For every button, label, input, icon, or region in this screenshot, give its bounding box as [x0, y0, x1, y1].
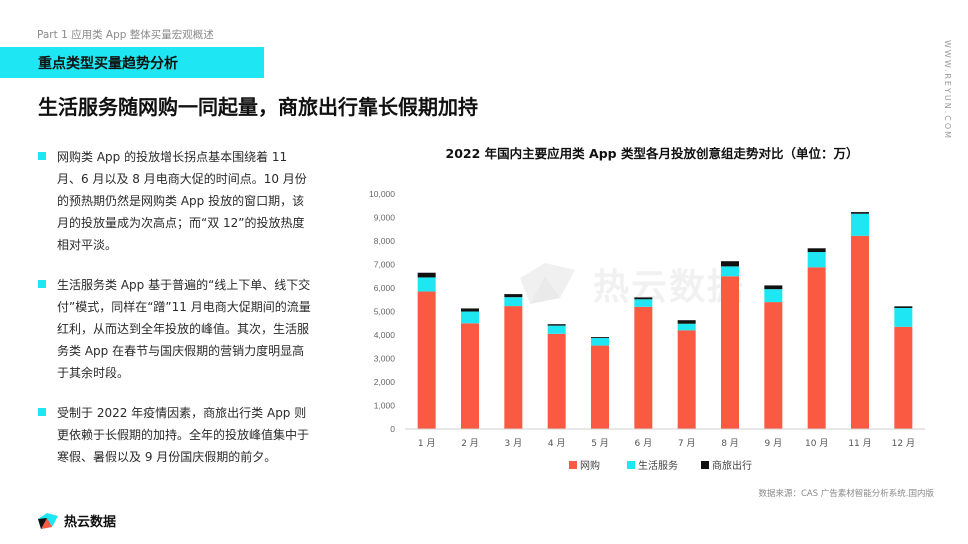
- bullet-text: 受制于 2022 年疫情因素，商旅出行类 App 则更依赖于长假期的加持。全年的…: [57, 406, 310, 464]
- bar-segment: [807, 252, 826, 268]
- bar-segment: [894, 307, 913, 327]
- bar-segment: [461, 323, 479, 429]
- bar-segment: [547, 333, 566, 429]
- x-tick-label: 9 月: [765, 438, 783, 449]
- bar-segment: [461, 308, 479, 312]
- bullet-item: 网购类 App 的投放增长拐点基本围绕着 11 月、6 月以及 8 月电商大促的…: [38, 146, 313, 256]
- bar-segment: [504, 306, 523, 429]
- bar-segment: [504, 294, 523, 298]
- x-tick-label: 11 月: [848, 438, 871, 449]
- bar-segment: [417, 291, 436, 429]
- bullet-square-icon: [38, 152, 46, 160]
- bar-segment: [807, 248, 826, 253]
- data-source: 数据来源：CAS 广告素材智能分析系统.国内版: [758, 489, 934, 499]
- legend-swatch: [701, 461, 709, 469]
- bar-segment: [894, 306, 913, 308]
- bullet-text: 生活服务类 App 基于普遍的“线上下单、线下交付”模式，同样在“蹭”11 月电…: [57, 278, 311, 380]
- bullet-square-icon: [38, 408, 46, 416]
- legend-label: 网购: [580, 459, 600, 472]
- bar-segment: [547, 324, 566, 326]
- x-tick-label: 6 月: [635, 438, 653, 449]
- bar-segment: [764, 289, 783, 303]
- y-tick-label: 4,000: [374, 330, 396, 340]
- bar-segment: [807, 267, 826, 429]
- y-tick-label: 0: [390, 424, 395, 434]
- x-tick-label: 12 月: [892, 438, 915, 449]
- legend-label: 商旅出行: [712, 459, 752, 472]
- bar-segment: [894, 326, 913, 429]
- y-tick-label: 2,000: [374, 377, 396, 387]
- stacked-bar-chart: 0 1,000 2,000 3,000 4,000 5,000 6,000 7,000 8,00…: [369, 189, 925, 472]
- page-headline: 生活服务随网购一同起量，商旅出行靠长假期加持: [38, 95, 478, 119]
- bullet-item: 生活服务类 App 基于普遍的“线上下单、线下交付”模式，同样在“蹭”11 月电…: [38, 274, 313, 384]
- bar-group: [417, 212, 913, 429]
- chart-legend: 网购 生活服务 商旅出行: [569, 459, 752, 472]
- bar-segment: [677, 323, 696, 331]
- bar-segment: [721, 266, 739, 277]
- bar-segment: [591, 345, 609, 429]
- y-tick-label: 10,000: [369, 189, 395, 199]
- side-url: WWW.REYUN.COM: [943, 40, 952, 141]
- chart-title: 2022 年国内主要应用类 App 类型各月投放创意组走势对比（单位：万）: [445, 146, 859, 161]
- bar-segment: [591, 338, 609, 346]
- part-label: Part 1 应用类 App 整体买量宏观概述: [37, 29, 214, 41]
- bar-segment: [634, 297, 653, 300]
- y-tick-label: 9,000: [374, 213, 396, 223]
- y-tick-label: 1,000: [374, 401, 396, 411]
- x-tick-label: 4 月: [548, 438, 566, 449]
- bar-segment: [547, 325, 566, 334]
- bar-segment: [721, 261, 739, 267]
- bar-segment: [634, 299, 653, 307]
- bar-segment: [764, 302, 783, 429]
- bullet-item: 受制于 2022 年疫情因素，商旅出行类 App 则更依赖于长假期的加持。全年的…: [38, 402, 313, 468]
- section-title: 重点类型买量趋势分析: [38, 56, 178, 72]
- bullet-text: 网购类 App 的投放增长拐点基本围绕着 11 月、6 月以及 8 月电商大促的…: [57, 150, 307, 252]
- legend-swatch: [569, 461, 577, 469]
- y-tick-label: 6,000: [374, 283, 396, 293]
- x-tick-label: 2 月: [461, 438, 479, 449]
- legend-label: 生活服务: [638, 459, 678, 472]
- x-tick-label: 3 月: [505, 438, 523, 449]
- bullet-square-icon: [38, 280, 46, 288]
- x-tick-label: 10 月: [805, 438, 828, 449]
- bar-segment: [634, 306, 653, 429]
- bar-segment: [417, 272, 436, 278]
- brand-logo: 热云数据: [37, 511, 116, 530]
- bar-segment: [721, 276, 739, 429]
- y-tick-label: 5,000: [374, 307, 396, 317]
- y-tick-label: 7,000: [374, 260, 396, 270]
- x-tick-label: 7 月: [678, 438, 696, 449]
- x-tick-label: 1 月: [418, 438, 436, 449]
- legend-swatch: [627, 461, 635, 469]
- section-bar: [0, 47, 264, 78]
- bar-segment: [417, 277, 436, 292]
- bullet-list: 网购类 App 的投放增长拐点基本围绕着 11 月、6 月以及 8 月电商大促的…: [38, 146, 313, 486]
- bar-segment: [677, 330, 696, 429]
- brand-logo-icon: [38, 512, 58, 529]
- y-axis: 0 1,000 2,000 3,000 4,000 5,000 6,000 7,000 8,00…: [369, 189, 395, 434]
- x-tick-label: 5 月: [591, 438, 609, 449]
- bar-segment: [461, 311, 479, 324]
- bar-segment: [851, 235, 869, 429]
- x-axis: 1 月 2 月 3 月 4 月 5 月 6 月 7 月 8 月 9 月 10 月 11 月 12 月: [405, 428, 925, 449]
- bar-segment: [764, 285, 783, 290]
- bar-segment: [504, 297, 523, 307]
- bar-segment: [591, 337, 609, 339]
- y-tick-label: 8,000: [374, 236, 396, 246]
- bar-segment: [677, 320, 696, 324]
- bar-segment: [851, 212, 869, 214]
- bar-segment: [851, 213, 869, 236]
- brand-name: 热云数据: [64, 515, 117, 530]
- x-tick-label: 8 月: [721, 438, 739, 449]
- y-tick-label: 3,000: [374, 354, 396, 364]
